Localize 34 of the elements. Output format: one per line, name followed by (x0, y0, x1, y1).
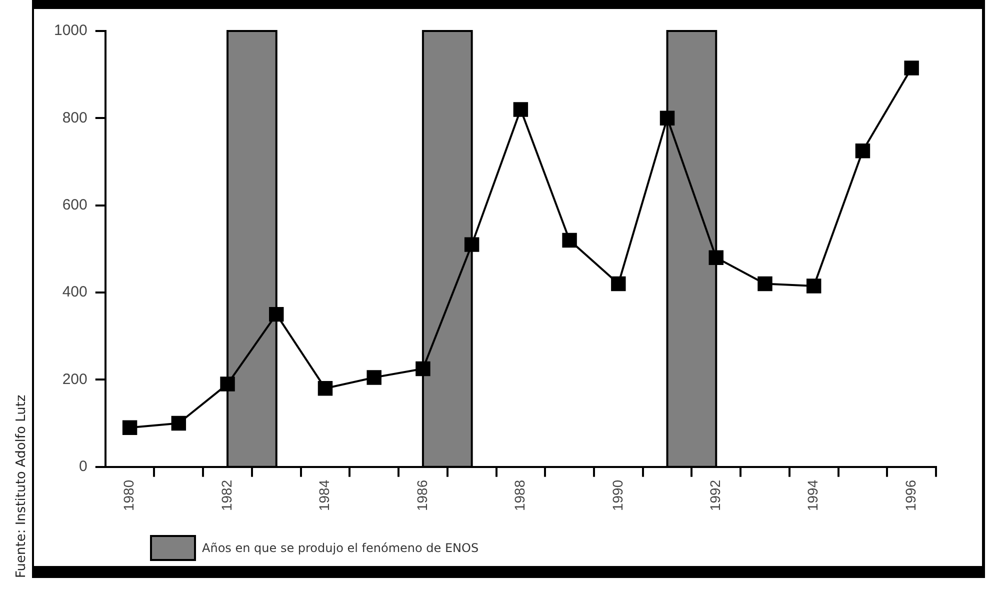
point (464, 237, 480, 252)
point (611, 276, 626, 292)
point (513, 102, 528, 117)
y-tick-label: 1000 (54, 22, 88, 40)
legend-label: Años en que se produjo el fenómeno de ENOS (202, 541, 479, 555)
x-tick-label: 1980 (120, 480, 137, 512)
point (708, 250, 724, 266)
point (366, 370, 382, 385)
y-tick-label: 600 (62, 196, 88, 214)
point (904, 60, 919, 76)
y-tick-label: 200 (62, 370, 88, 388)
point (855, 143, 870, 158)
point (122, 420, 138, 435)
point (806, 278, 822, 294)
x-tick-label: 1988 (512, 480, 528, 512)
source-note: Fuente: Instituto Adolfo Lutz (14, 394, 29, 578)
x-tick-label: 1994 (804, 480, 821, 512)
y-tick-label: 400 (62, 284, 88, 301)
point (562, 232, 577, 248)
y-tick-label: 800 (62, 109, 88, 126)
point (220, 376, 235, 392)
point (660, 110, 675, 126)
point (758, 276, 772, 292)
x-tick-label: 1996 (902, 480, 918, 512)
point (416, 361, 430, 376)
point (318, 381, 333, 396)
x-tick-label: 1986 (414, 480, 430, 512)
point (269, 306, 284, 322)
x-tick-label: 1982 (218, 480, 234, 512)
x-tick-label: 1984 (316, 480, 332, 512)
point (171, 416, 186, 431)
x-tick-label: 1992 (706, 480, 723, 512)
y-tick-label: 0 (79, 458, 88, 475)
x-tick-label: 1990 (609, 480, 626, 512)
